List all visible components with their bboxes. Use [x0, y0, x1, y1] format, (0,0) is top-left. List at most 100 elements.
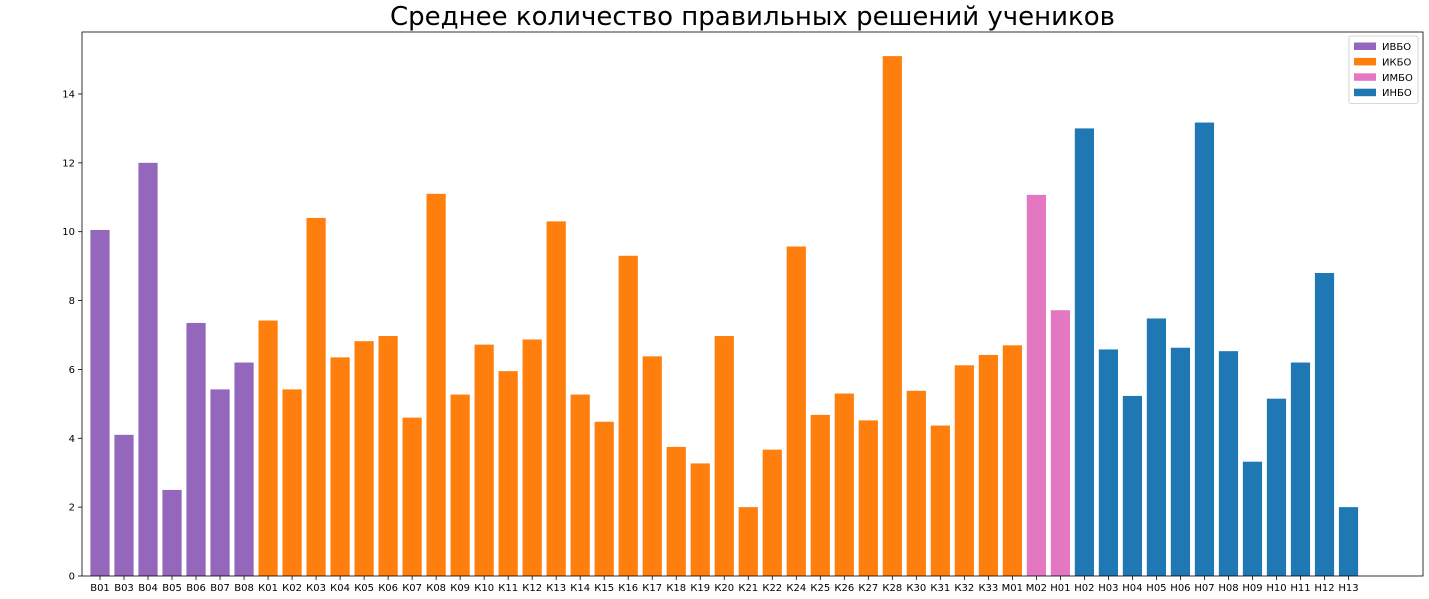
- x-tick-label: К18: [666, 583, 686, 594]
- x-tick-label: М01: [1002, 583, 1023, 594]
- x-tick-label: К10: [474, 583, 494, 594]
- bar-Н07: [1194, 122, 1215, 577]
- x-tick-label: К07: [402, 583, 422, 594]
- x-tick-label: К06: [378, 583, 398, 594]
- x-tick-label: К08: [426, 583, 446, 594]
- bar-К10: [474, 344, 494, 576]
- x-tick-label: В01: [90, 583, 110, 594]
- x-tick-label: К24: [786, 583, 806, 594]
- bar-Н03: [1098, 349, 1119, 576]
- plot-frame: [81, 31, 1424, 577]
- x-tick-label: К15: [594, 583, 614, 594]
- bar-К16: [618, 255, 638, 576]
- bar-К30: [906, 390, 926, 576]
- x-tick-label: К26: [834, 583, 854, 594]
- bar-К09: [450, 394, 470, 576]
- x-tick-label: Н06: [1170, 583, 1190, 594]
- bar-К01: [258, 320, 278, 576]
- bar-К21: [738, 507, 758, 576]
- x-tick-label: Н07: [1194, 583, 1214, 594]
- x-tick-label: В08: [234, 583, 254, 594]
- bar-К31: [930, 425, 950, 576]
- x-tick-label: К25: [810, 583, 830, 594]
- bar-К04: [330, 357, 350, 576]
- x-tick-label: К30: [906, 583, 926, 594]
- x-tick-label: К27: [858, 583, 878, 594]
- legend-box: [1348, 35, 1419, 104]
- x-tick-label: В06: [186, 583, 206, 594]
- legend-label: ИМБО: [1382, 73, 1413, 84]
- x-tick-label: Н13: [1338, 583, 1358, 594]
- x-tick-label: В04: [138, 583, 158, 594]
- x-tick-label: К22: [762, 583, 782, 594]
- x-tick-label: К13: [546, 583, 566, 594]
- y-tick-label: 12: [62, 158, 75, 169]
- y-tick-label: 4: [69, 434, 75, 445]
- x-tick-label: К03: [306, 583, 326, 594]
- bar-К22: [762, 449, 782, 576]
- x-tick-label: К33: [978, 583, 998, 594]
- bar-Н08: [1218, 351, 1239, 576]
- x-tick-label: К01: [258, 583, 278, 594]
- x-tick-label: К14: [570, 583, 590, 594]
- bar-М02: [1026, 194, 1046, 576]
- legend-label: ИКБО: [1382, 57, 1411, 68]
- bar-К05: [354, 341, 374, 576]
- bar-К18: [666, 446, 686, 576]
- bar-К25: [810, 414, 830, 576]
- x-tick-label: Н02: [1074, 583, 1094, 594]
- x-tick-label: Н12: [1314, 583, 1334, 594]
- bar-Н13: [1338, 507, 1359, 576]
- y-tick-label: 14: [62, 89, 75, 100]
- bar-К26: [834, 393, 854, 576]
- y-tick-label: 0: [69, 572, 75, 583]
- x-tick-label: К21: [738, 583, 758, 594]
- bar-К20: [714, 336, 734, 576]
- x-tick-label: К12: [522, 583, 542, 594]
- bar-В04: [138, 162, 158, 576]
- bar-В07: [210, 389, 230, 576]
- bar-К14: [570, 394, 590, 576]
- bar-К32: [954, 365, 974, 576]
- bar-К17: [642, 356, 662, 576]
- x-tick-label: К28: [882, 583, 902, 594]
- x-tick-label: Н04: [1122, 583, 1142, 594]
- x-tick-label: Н03: [1098, 583, 1118, 594]
- bar-М01: [1002, 345, 1022, 576]
- bar-В05: [162, 489, 182, 576]
- x-tick-label: К04: [330, 583, 350, 594]
- x-tick-label: К11: [498, 583, 518, 594]
- bar-К08: [426, 193, 446, 576]
- bar-К19: [690, 463, 710, 576]
- bar-К06: [378, 336, 398, 576]
- x-tick-label: К16: [618, 583, 638, 594]
- x-tick-label: В07: [210, 583, 230, 594]
- bar-К27: [858, 420, 878, 576]
- x-tick-label: Н08: [1218, 583, 1238, 594]
- x-tick-label: Н05: [1146, 583, 1166, 594]
- x-tick-label: К09: [450, 583, 470, 594]
- x-tick-label: Н11: [1290, 583, 1310, 594]
- x-tick-label: К05: [354, 583, 374, 594]
- bar-К03: [306, 217, 326, 576]
- bar-Н01: [1050, 310, 1070, 576]
- bar-К33: [978, 354, 998, 576]
- x-tick-label: К31: [930, 583, 950, 594]
- legend-swatch: [1354, 42, 1376, 50]
- bar-В06: [186, 322, 206, 576]
- y-tick-label: 6: [69, 365, 75, 376]
- bar-К28: [882, 56, 902, 577]
- bar-Н10: [1266, 398, 1287, 576]
- bar-К24: [786, 246, 806, 576]
- bar-Н04: [1122, 395, 1143, 576]
- x-tick-label: К19: [690, 583, 710, 594]
- bar-К11: [498, 371, 518, 576]
- legend-swatch: [1354, 88, 1376, 97]
- chart-title: Среднее количество правильных решений уч…: [389, 2, 1115, 32]
- bar-В08: [234, 362, 254, 576]
- bar-В01: [90, 229, 110, 577]
- y-tick-label: 8: [69, 296, 75, 307]
- x-tick-label: К32: [954, 583, 974, 594]
- bar-К15: [594, 421, 614, 576]
